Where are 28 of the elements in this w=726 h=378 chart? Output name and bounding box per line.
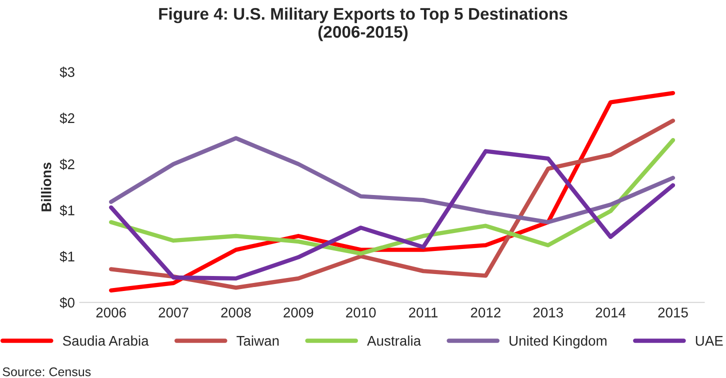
x-tick-label: 2012 [470,308,500,318]
y-tick-label: $0 [60,297,74,308]
source-note: Source: Census [2,367,91,376]
line-series [108,138,676,256]
y-tick-label: $3 [60,66,74,78]
y-tick-label: $2 [60,112,74,124]
line-series [108,149,676,281]
x-tick-label: 2010 [346,308,376,318]
chart-title: Figure 4: U.S. Military Exports to Top 5 Destinations (2006-2015) [159,8,568,42]
x-tick-label: 2014 [596,308,626,318]
legend-label: UAE [696,336,723,346]
y-axis-title: Billions [41,162,52,212]
x-tick-label: 2013 [533,308,563,318]
legend-label: Australia [367,336,422,346]
x-tick-label: 2006 [96,308,126,318]
y-tick-label: $1 [60,251,74,262]
legend-label: United Kingdom [510,336,606,348]
x-tick-label: 2007 [158,308,188,318]
legend-label: Saudia Arabia [62,336,149,346]
y-tick-label: $2 [60,158,74,170]
y-tick-label: $1 [60,204,74,216]
x-tick-label: 2011 [409,308,438,318]
legend-label: Taiwan [236,336,279,346]
line-series [108,118,676,290]
line-series [108,136,676,224]
x-tick-label: 2008 [221,308,251,318]
x-tick-label: 2015 [658,308,688,318]
x-tick-label: 2009 [284,308,314,318]
